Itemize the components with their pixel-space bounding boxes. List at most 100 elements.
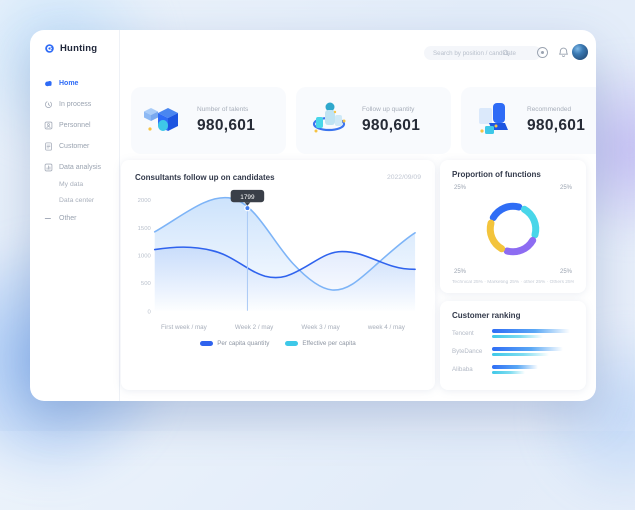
sidebar-item-label: Home xyxy=(59,80,79,87)
sidebar-item-label: Personnel xyxy=(59,122,91,129)
y-tick: 2000 xyxy=(138,198,152,204)
data-analysis-icon xyxy=(44,163,53,172)
ranking-name: Alibaba xyxy=(452,366,473,373)
effective-line xyxy=(153,196,416,291)
donut-segment-yellow xyxy=(486,219,506,253)
ranking-bar-cyan xyxy=(492,371,525,374)
stat-card-followup: Follow up quantity 980,601 xyxy=(296,87,451,154)
sidebar-item-label: Data analysis xyxy=(59,164,102,171)
y-tick: 1000 xyxy=(138,253,152,259)
donut-segment-cyan xyxy=(520,205,540,239)
legend-label: Effective per capita xyxy=(302,340,356,347)
ranking-bar-blue xyxy=(492,347,563,351)
x-label: Week 3 / may xyxy=(301,324,340,331)
search-icon xyxy=(502,49,510,57)
proportion-caption: Technical 25% · Marketing 25% · other 25… xyxy=(452,280,574,285)
ranking-row-tencent: Tencent xyxy=(452,329,574,338)
ranking-bar-blue xyxy=(492,365,538,369)
percapita-area xyxy=(154,247,416,311)
hunting-logo-icon xyxy=(45,44,54,53)
notifications-bell-icon[interactable] xyxy=(557,46,570,59)
home-icon xyxy=(45,80,52,87)
stat-card-recommended: Recommended 980,601 xyxy=(461,87,596,154)
brand-logo: Hunting xyxy=(45,43,97,54)
ranking-bar-cyan xyxy=(492,335,543,338)
sidebar: Hunting Home In process xyxy=(30,30,120,401)
followup-illustration xyxy=(312,102,346,132)
recommended-illustration xyxy=(479,102,508,134)
legend-effective-per-capita: Effective per capita xyxy=(285,340,356,347)
donut-segment-blue xyxy=(489,202,523,222)
sidebar-item-customer[interactable]: Customer xyxy=(44,142,116,151)
legend-swatch-cyan xyxy=(285,341,299,346)
sidebar-subitem-label: My data xyxy=(59,181,84,188)
sidebar-item-label: In process xyxy=(59,101,92,108)
talents-illustration xyxy=(144,107,178,131)
chart-date: 2022/09/09 xyxy=(386,174,421,181)
y-tick: 500 xyxy=(141,281,152,287)
chart-legend: Per capita quantity Effective per capita xyxy=(135,340,421,347)
customer-ranking-card: Customer ranking Tencent ByteDance Aliba… xyxy=(440,301,586,390)
x-axis-labels: First week / may Week 2 / may Week 3 / m… xyxy=(135,324,421,331)
proportion-card: Proportion of functions 25% 25% 25% 25% … xyxy=(440,160,586,293)
ranking-bar-blue xyxy=(492,329,570,333)
proportion-title: Proportion of functions xyxy=(452,170,541,179)
x-label: Week 2 / may xyxy=(234,324,274,331)
donut-pct-top-left: 25% xyxy=(454,185,467,191)
customer-icon xyxy=(45,142,52,151)
stat-label: Recommended xyxy=(527,106,572,113)
sidebar-nav: Home In process Personnel xyxy=(44,79,116,235)
sidebar-subitem-data-center[interactable]: Data center xyxy=(59,197,116,204)
sidebar-item-home[interactable]: Home xyxy=(44,79,116,88)
sidebar-subitem-label: Data center xyxy=(59,197,95,204)
sidebar-item-personnel[interactable]: Personnel xyxy=(44,121,116,130)
donut-pct-top-right: 25% xyxy=(559,185,572,191)
dash-icon xyxy=(44,218,51,219)
followup-line-chart: 2000 1500 1000 500 0 1799 xyxy=(138,189,416,316)
percapita-line xyxy=(153,246,416,279)
ranking-title: Customer ranking xyxy=(452,311,521,320)
stat-label: Follow up quantity xyxy=(362,106,415,113)
sidebar-item-label: Other xyxy=(59,215,77,222)
donut-pct-bottom-left: 25% xyxy=(454,269,467,275)
x-label: First week / may xyxy=(161,324,207,331)
stat-value: 980,601 xyxy=(362,117,421,134)
chart-title: Consultants follow up on candidates xyxy=(135,173,275,182)
y-tick: 0 xyxy=(147,310,151,316)
legend-swatch-blue xyxy=(200,341,214,346)
app-window: Hunting Home In process xyxy=(30,30,596,401)
legend-per-capita-quantity: Per capita quantity xyxy=(200,340,269,347)
highlight-point xyxy=(244,204,251,212)
x-label: week 4 / may xyxy=(367,324,405,331)
y-tick: 1500 xyxy=(138,226,152,232)
brand-name: Hunting xyxy=(60,43,98,54)
ranking-name: Tencent xyxy=(452,330,474,337)
user-avatar[interactable] xyxy=(572,44,588,60)
ranking-bar-cyan xyxy=(492,353,550,356)
in-process-icon xyxy=(45,101,52,108)
stat-cards-row: Number of talents 980,601 Follow up quan… xyxy=(131,87,596,154)
stat-label: Number of talents xyxy=(197,106,249,113)
proportion-donut-chart xyxy=(486,202,540,256)
sidebar-item-data-analysis[interactable]: Data analysis xyxy=(44,163,116,172)
legend-label: Per capita quantity xyxy=(217,340,270,347)
personnel-icon xyxy=(44,121,53,130)
chart-tooltip: 1799 xyxy=(230,189,265,206)
sidebar-item-in-process[interactable]: In process xyxy=(44,100,116,109)
stat-card-talents: Number of talents 980,601 xyxy=(131,87,286,154)
sidebar-subitem-my-data[interactable]: My data xyxy=(59,181,116,188)
ranking-name: ByteDance xyxy=(452,348,483,355)
target-icon[interactable] xyxy=(536,46,549,59)
ranking-row-bytedance: ByteDance xyxy=(452,347,574,356)
tooltip-value: 1799 xyxy=(240,194,255,201)
donut-segment-purple xyxy=(503,236,537,256)
followup-chart-card: Consultants follow up on candidates 2022… xyxy=(121,160,435,390)
ranking-row-alibaba: Alibaba xyxy=(452,365,574,374)
search-input[interactable] xyxy=(424,46,541,60)
donut-chart-area: 25% 25% 25% 25% xyxy=(452,181,574,277)
sidebar-item-label: Customer xyxy=(59,143,90,150)
stat-value: 980,601 xyxy=(527,117,586,134)
sidebar-item-other[interactable]: Other xyxy=(44,214,116,223)
donut-pct-bottom-right: 25% xyxy=(559,269,572,275)
stat-value: 980,601 xyxy=(197,117,256,134)
